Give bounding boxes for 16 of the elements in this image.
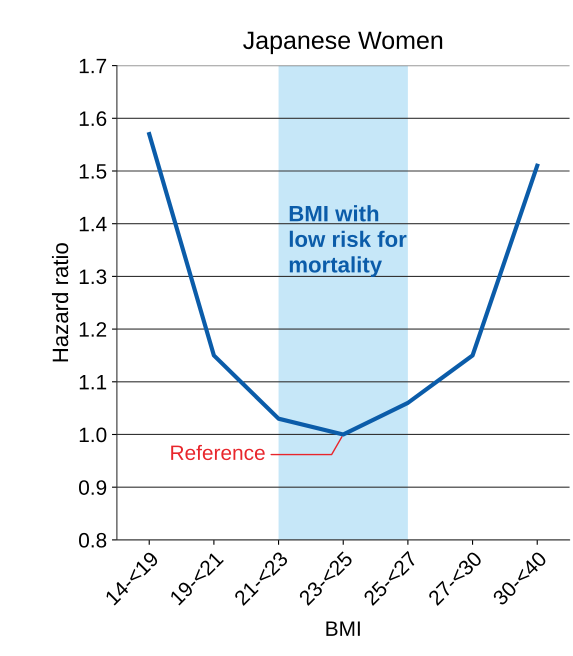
y-tick-label: 1.1	[80, 375, 106, 390]
band-label: BMI with low risk for mortality	[290, 205, 406, 277]
y-tick-label: 1.5	[80, 164, 106, 179]
y-tick-label: 0.8	[79, 532, 106, 548]
y-tick-label: 1.0	[80, 427, 106, 442]
annotation: Reference	[171, 444, 265, 460]
y-tick-label: 1.7	[80, 58, 106, 74]
y-axis-title: Hazard ratio	[52, 243, 68, 362]
y-tick-label: 1.4	[80, 216, 107, 232]
y-tick-label: 1.3	[80, 269, 106, 284]
x-axis-title: BMI	[326, 621, 360, 636]
y-tick-label: 1.6	[80, 111, 106, 126]
chart-title: Japanese Women	[243, 32, 442, 54]
y-tick-label: 1.2	[80, 322, 106, 337]
y-tick-label: 0.9	[79, 480, 106, 495]
line-series	[147, 132, 540, 437]
